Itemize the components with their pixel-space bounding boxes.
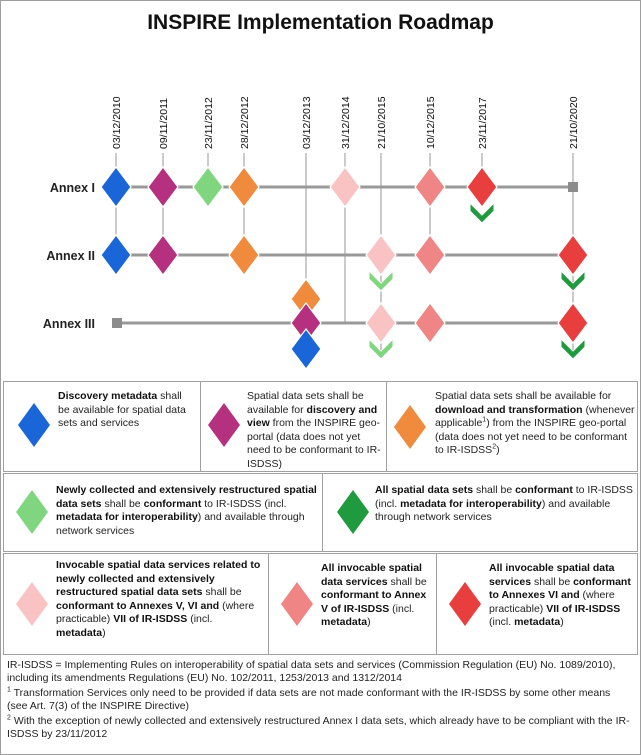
footnotes: IR-ISDSS = Implementing Rules on interop… [7,659,633,742]
milestone-discovery-diamond [100,234,132,276]
legend-item-all-conformant: All spatial data sets shall be conforman… [322,474,637,551]
timeline-start-marker [112,318,122,328]
milestone-discovery-diamond [290,328,322,370]
footnote-2: 2 With the exception of newly collected … [7,714,630,741]
all-conformant-diamond-icon [337,490,369,534]
annex-label: Annex II [46,249,95,263]
services-v-diamond-icon [281,582,313,626]
date-label: 21/10/2015 [376,96,388,149]
legend-row-2: Newly collected and extensively restruct… [3,473,638,552]
legend-item-discovery: Discovery metadata shall be available fo… [4,382,200,471]
milestone-all-conformant-chevron [469,201,495,224]
milestone-new-conformant-diamond [192,166,224,208]
legend-item-services-vi: All invocable spatial data services shal… [436,554,637,654]
discovery-diamond-icon [18,403,50,447]
services-vi-diamond-icon [449,582,481,626]
legend-text-view: Spatial data sets shall be available for… [247,390,381,470]
milestone-all-conformant-chevron [560,269,586,292]
legend-item-new-conformant: Newly collected and extensively restruct… [4,474,322,551]
legend-item-services-new: Invocable spatial data services related … [4,554,268,654]
milestone-download-diamond [228,234,260,276]
timeline-end-marker [568,182,578,192]
milestone-all-conformant-chevron [560,337,586,360]
legend-text-discovery: Discovery metadata shall be available fo… [58,390,186,430]
milestone-new-conformant-chevron [368,337,394,360]
milestone-services-new-diamond [329,166,361,208]
milestone-discovery-diamond [100,166,132,208]
date-label: 09/11/2011 [158,98,170,149]
date-label: 23/11/2017 [477,97,489,149]
milestone-services-v-diamond [414,234,446,276]
download-diamond-icon [394,405,426,449]
date-label: 28/12/2012 [239,96,251,149]
legend-text-services-vi: All invocable spatial data services shal… [489,562,631,629]
new-conformant-diamond-icon [16,490,48,534]
milestone-services-new-diamond [365,234,397,276]
legend-text-services-new: Invocable spatial data services related … [56,559,261,639]
milestone-download-diamond [228,166,260,208]
milestone-services-v-diamond [414,302,446,344]
legend-text-all-conformant: All spatial data sets shall be conforman… [375,484,633,524]
legend-item-view: Spatial data sets shall be available for… [200,382,386,471]
legend-item-download: Spatial data sets shall be available for… [386,382,637,471]
date-label: 03/12/2013 [301,96,313,149]
legend-row-3: Invocable spatial data services related … [3,553,638,655]
milestone-services-vi-diamond [557,234,589,276]
milestone-services-vi-diamond [557,302,589,344]
services-new-diamond-icon [16,582,48,626]
footnote-main: IR-ISDSS = Implementing Rules on interop… [7,659,616,685]
date-label: 21/10/2020 [568,96,580,149]
legend-text-new-conformant: Newly collected and extensively restruct… [56,484,317,537]
milestone-view-diamond [147,166,179,208]
date-label: 31/12/2014 [340,96,352,149]
date-label: 23/11/2012 [203,97,215,149]
legend-item-services-v: All invocable spatial data services shal… [268,554,436,654]
milestone-new-conformant-chevron [368,269,394,292]
timeline-chart: 03/12/2010 09/11/2011 23/11/2012 28/12/2012… [43,96,589,370]
annex-label: Annex III [43,317,95,331]
milestone-view-diamond [147,234,179,276]
view-diamond-icon [208,403,240,447]
date-label: 10/12/2015 [425,96,437,149]
legend-text-download: Spatial data sets shall be available for… [435,390,635,457]
milestone-services-vi-diamond [466,166,498,208]
legend-text-services-v: All invocable spatial data services shal… [321,562,427,629]
footnote-1: 1 Transformation Services only need to b… [7,686,611,713]
figure-title: INSPIRE Implementation Roadmap [147,11,494,34]
annex-label: Annex I [50,181,95,195]
date-label: 03/12/2010 [111,96,123,149]
milestone-services-new-diamond [365,302,397,344]
milestone-services-v-diamond [414,166,446,208]
legend-row-1: Discovery metadata shall be available fo… [3,381,638,472]
